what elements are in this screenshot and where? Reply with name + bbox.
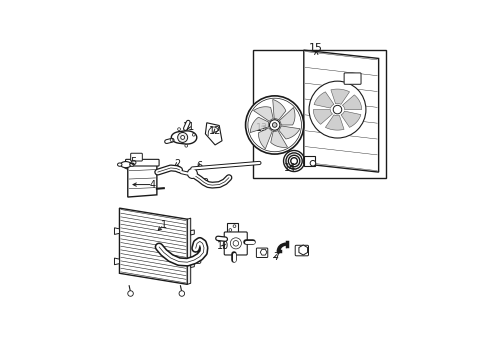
Text: 2: 2 — [174, 159, 181, 169]
Polygon shape — [279, 108, 295, 125]
Polygon shape — [172, 131, 197, 144]
Circle shape — [245, 96, 304, 154]
Ellipse shape — [118, 163, 122, 166]
FancyBboxPatch shape — [295, 245, 309, 256]
FancyBboxPatch shape — [227, 222, 238, 234]
Polygon shape — [304, 50, 379, 172]
Polygon shape — [279, 126, 300, 139]
Text: 15: 15 — [309, 43, 323, 53]
Polygon shape — [250, 117, 269, 132]
Circle shape — [178, 132, 188, 143]
Polygon shape — [343, 95, 362, 109]
Text: 4: 4 — [149, 180, 156, 190]
Circle shape — [185, 144, 188, 147]
Bar — [304, 156, 315, 166]
Text: 2: 2 — [202, 177, 209, 188]
Polygon shape — [187, 218, 191, 284]
Polygon shape — [325, 115, 344, 130]
FancyBboxPatch shape — [256, 248, 268, 257]
Polygon shape — [191, 262, 195, 267]
Circle shape — [178, 128, 180, 131]
Circle shape — [333, 105, 342, 114]
Text: 14: 14 — [284, 163, 296, 174]
Polygon shape — [128, 163, 157, 197]
Ellipse shape — [121, 162, 131, 168]
FancyBboxPatch shape — [344, 73, 361, 84]
Polygon shape — [341, 111, 361, 127]
Circle shape — [181, 135, 185, 139]
Polygon shape — [115, 258, 120, 265]
Polygon shape — [205, 123, 222, 145]
Circle shape — [193, 133, 195, 136]
Circle shape — [272, 123, 277, 127]
Polygon shape — [191, 230, 195, 235]
Text: 10: 10 — [217, 241, 229, 251]
Polygon shape — [115, 228, 120, 234]
Text: 6: 6 — [197, 161, 203, 171]
Polygon shape — [270, 131, 288, 147]
Polygon shape — [273, 99, 286, 120]
Circle shape — [309, 81, 366, 138]
Text: 3: 3 — [196, 256, 201, 266]
Text: 7: 7 — [273, 252, 279, 262]
Polygon shape — [313, 109, 333, 124]
Text: 5: 5 — [130, 157, 136, 167]
FancyBboxPatch shape — [125, 159, 159, 166]
Circle shape — [179, 291, 185, 296]
Text: 9: 9 — [258, 248, 264, 258]
Text: 11: 11 — [183, 122, 195, 132]
Polygon shape — [259, 128, 272, 149]
Circle shape — [229, 229, 232, 231]
Text: 13: 13 — [256, 123, 269, 133]
FancyBboxPatch shape — [131, 153, 142, 161]
Text: 12: 12 — [209, 126, 221, 136]
Circle shape — [187, 168, 197, 179]
Circle shape — [233, 225, 236, 228]
Circle shape — [170, 139, 173, 141]
Polygon shape — [253, 107, 273, 121]
Polygon shape — [331, 89, 349, 104]
Ellipse shape — [130, 163, 134, 166]
Text: 1: 1 — [161, 220, 167, 230]
Circle shape — [310, 161, 316, 166]
Bar — [252, 50, 386, 177]
Circle shape — [128, 291, 133, 296]
Polygon shape — [120, 208, 187, 284]
Polygon shape — [314, 92, 334, 108]
FancyBboxPatch shape — [224, 232, 247, 255]
Circle shape — [270, 120, 280, 130]
Text: 8: 8 — [298, 247, 304, 257]
